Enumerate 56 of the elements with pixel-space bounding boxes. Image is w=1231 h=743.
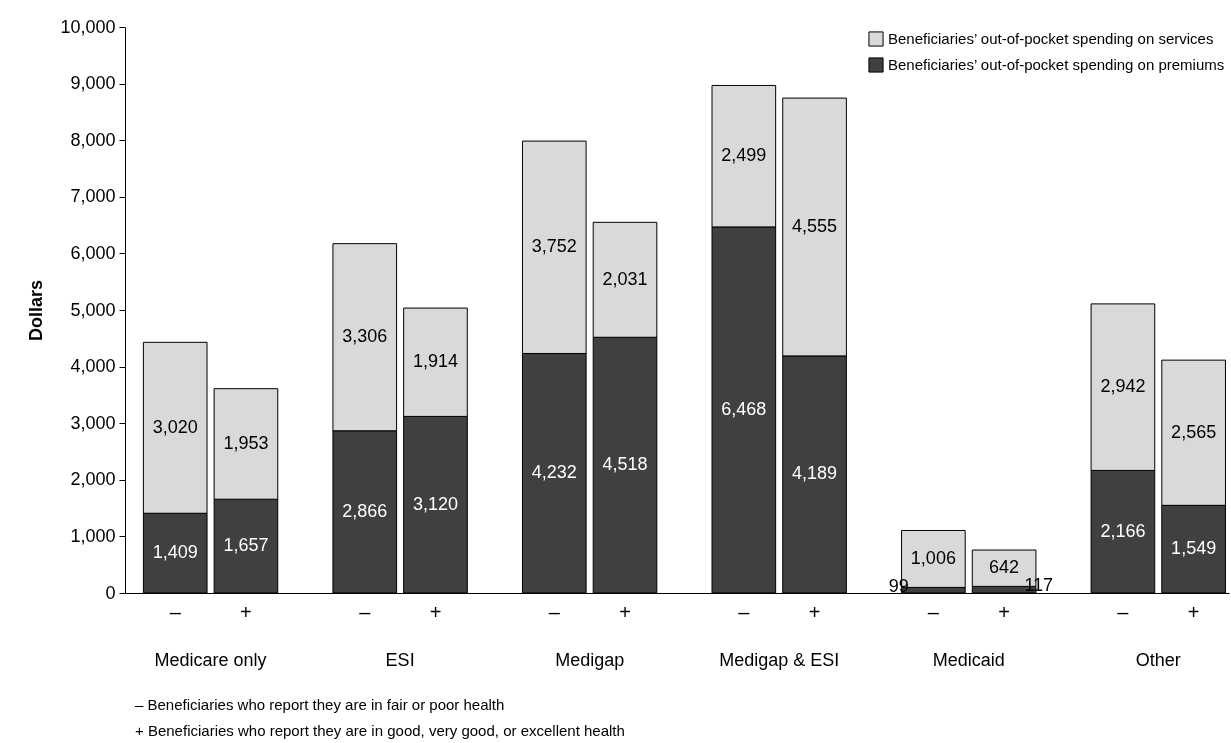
data-label: 1,006: [910, 547, 956, 568]
data-label: 2,565: [1171, 421, 1217, 442]
data-label: 642: [989, 557, 1020, 578]
x-tick-label: +: [1187, 601, 1200, 623]
text: – Beneficiaries who report they are in fair or poor health: [135, 696, 505, 713]
text: Medigap: [555, 650, 625, 670]
x-tick-label: +: [429, 601, 442, 623]
y-tick-label: 4,000: [70, 356, 116, 377]
data-label: 2,166: [1100, 520, 1146, 541]
data-label: 2,499: [721, 145, 767, 166]
y-tick-label: 3,000: [70, 412, 116, 433]
x-tick-label: –: [169, 601, 182, 623]
data-label: 3,306: [342, 326, 388, 347]
x-tick-label: –: [738, 601, 751, 623]
data-label: 6,468: [721, 398, 767, 419]
x-tick-label: –: [927, 601, 940, 623]
y-tick-label: 10,000: [60, 16, 116, 37]
data-label: 4,555: [792, 216, 838, 236]
text: Other: [1135, 650, 1181, 670]
data-label: 3,120: [412, 493, 458, 514]
data-label: 4,189: [792, 463, 838, 484]
text: + Beneficiaries who report they are in good, very good, or excellent health: [135, 722, 625, 739]
x-tick-label: –: [1117, 601, 1130, 623]
data-label: 3,752: [531, 236, 577, 257]
data-label: 1,549: [1171, 538, 1217, 559]
data-label: 1,914: [412, 351, 458, 372]
data-label: 2,942: [1100, 376, 1146, 397]
x-tick-label: +: [240, 601, 252, 623]
y-tick-label: 9,000: [70, 73, 116, 94]
x-tick-label: –: [548, 601, 561, 623]
text: Medigap & ESI: [719, 650, 840, 670]
text: Medicaid: [932, 650, 1005, 670]
data-label: 1,953: [223, 432, 269, 453]
y-tick-label: 6,000: [70, 242, 116, 263]
data-label: 4,518: [602, 454, 648, 475]
data-label: 2,031: [602, 268, 648, 289]
x-tick-label: –: [359, 601, 372, 623]
data-label: 1,657: [223, 535, 269, 556]
y-tick-label: 0: [105, 582, 116, 603]
text: ESI: [385, 650, 415, 670]
y-tick-label: 2,000: [70, 469, 116, 490]
data-label: 3,020: [152, 416, 198, 437]
x-tick-label: +: [619, 601, 631, 623]
x-tick-label: +: [808, 601, 821, 623]
data-label: 4,232: [531, 462, 577, 483]
y-tick-label: 7,000: [70, 186, 116, 207]
text: Medicare only: [154, 650, 267, 670]
data-label: 1,409: [152, 542, 198, 563]
y-axis-title: Dollars: [26, 279, 47, 342]
data-label: 2,866: [342, 500, 388, 521]
y-tick-label: 1,000: [70, 525, 116, 546]
legend-label: Beneficiaries’ out-of-pocket spending on services: [888, 30, 1214, 47]
y-tick-label: 5,000: [70, 299, 116, 320]
y-tick-label: 8,000: [70, 129, 116, 150]
x-tick-label: +: [998, 601, 1010, 623]
legend-label: Beneficiaries’ out-of-pocket spending on premiums: [888, 56, 1225, 73]
